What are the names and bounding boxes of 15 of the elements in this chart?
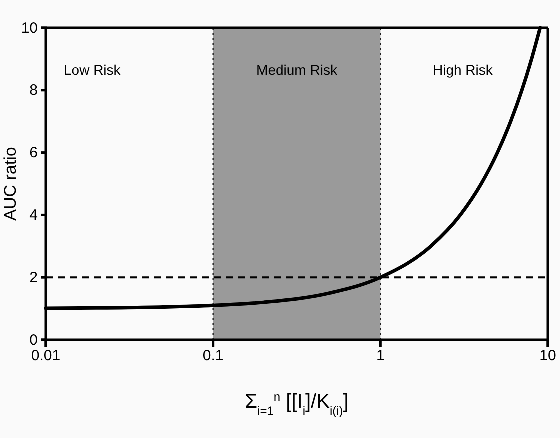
band-label: Medium Risk [256, 62, 338, 78]
annotation: High Risk [433, 62, 494, 78]
x-tick-label: 1 [376, 348, 385, 365]
x-axis-title: Σ$_{i=1}$$^{n}$ [[I$_{i}$]/K$_{i(i)}$] [245, 390, 349, 418]
y-tick-label: 8 [30, 82, 38, 100]
y-tick-label: 4 [30, 207, 38, 224]
y-tick-label: 0 [30, 332, 38, 349]
x-tick-label: 0.1 [202, 348, 224, 365]
y-tick-label: 10 [21, 20, 38, 37]
annotation: Low Risk [64, 62, 122, 78]
x-tick-label: 10 [540, 348, 556, 365]
y-tick-label: 2 [30, 269, 38, 286]
y-tick-label: 6 [30, 144, 38, 162]
x-tick-label: 0.01 [31, 348, 61, 365]
y-axis-title: AUC ratio [1, 147, 20, 221]
